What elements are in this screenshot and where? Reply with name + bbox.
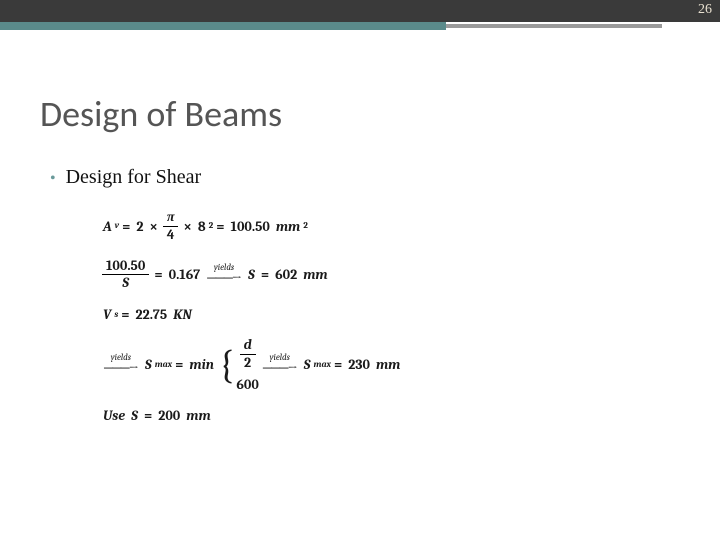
- gray-accent: [446, 24, 662, 28]
- eq4-equals: =: [175, 356, 183, 373]
- eq4-arrow1: yields ───→: [104, 354, 138, 375]
- eq2-den: S: [118, 275, 133, 292]
- slide-content: Design of Beams • Design for Shear Av = …: [0, 32, 720, 424]
- eq3-V: V: [103, 306, 111, 323]
- eq5-unit: mm: [186, 407, 210, 424]
- eq4-options: d 2 600: [236, 337, 258, 393]
- eq1-times1: ×: [149, 218, 157, 235]
- header-bar: 26: [0, 0, 720, 22]
- eq1-unit: mm: [276, 218, 300, 235]
- arrow-icon: ───→: [104, 362, 138, 375]
- bullet-marker: •: [50, 170, 56, 188]
- eq4-d-over-2: d 2: [240, 337, 256, 372]
- equation-smax: yields ───→ Smax = min { d 2 600 yields …: [100, 337, 680, 393]
- eq4-equals2: =: [334, 356, 342, 373]
- eq1-equals: =: [122, 218, 130, 235]
- equation-use-s: Use S = 200 mm: [100, 407, 680, 424]
- eq4-unit: mm: [376, 356, 400, 373]
- eq2-val: 0.167: [169, 266, 201, 283]
- eq2-equals2: =: [261, 266, 269, 283]
- eq4-opt1-den: 2: [240, 355, 255, 372]
- eq2-num: 100.50: [102, 258, 149, 276]
- equation-spacing: 100.50 S = 0.167 yields ───→ S = 602 mm: [100, 258, 680, 293]
- eq5-equals: =: [144, 407, 152, 424]
- equation-vs: Vs = 22.75 KN: [100, 306, 680, 323]
- eq2-result: 602: [275, 266, 297, 283]
- arrow-icon: ───→: [207, 272, 241, 285]
- eq1-pi: π: [163, 209, 179, 227]
- eq1-sub: v: [115, 221, 119, 231]
- eq4-opt2: 600: [236, 376, 258, 393]
- eq1-two: 2: [136, 218, 143, 235]
- equation-av: Av = 2 × π 4 × 82 = 100.50 mm2: [100, 209, 680, 244]
- eq2-S: S: [248, 266, 255, 283]
- eq4-sub: max: [155, 360, 172, 370]
- eq3-sub: s: [114, 310, 118, 320]
- eq1-times2: ×: [184, 218, 192, 235]
- eq3-unit: KN: [173, 306, 192, 323]
- eq2-unit: mm: [303, 266, 327, 283]
- eq4-S: S: [145, 356, 152, 373]
- eq2-yields-arrow: yields ───→: [207, 264, 241, 285]
- eq4-S2: S: [304, 356, 311, 373]
- eq4-arrow2: yields ───→: [263, 354, 297, 375]
- eq2-equals: =: [154, 266, 162, 283]
- slide-title: Design of Beams: [40, 92, 680, 136]
- eq4-opt1-num: d: [240, 337, 256, 355]
- eq1-result: 100.50: [231, 218, 270, 235]
- eq5-S: S: [131, 407, 138, 424]
- eq3-val: 22.75: [136, 306, 168, 323]
- eq4-min: min: [189, 356, 213, 373]
- eq1-var: A: [103, 218, 112, 235]
- eq4-sub2: max: [314, 360, 331, 370]
- eq2-frac: 100.50 S: [102, 258, 149, 293]
- equations-block: Av = 2 × π 4 × 82 = 100.50 mm2 100.50 S …: [40, 209, 680, 424]
- eq1-unitexp: 2: [303, 221, 308, 231]
- bullet-item: • Design for Shear: [40, 166, 680, 189]
- eq1-exp: 2: [209, 221, 214, 231]
- accent-row: [0, 22, 720, 32]
- left-brace-icon: {: [219, 345, 234, 385]
- eq1-pi-over-4: π 4: [163, 209, 179, 244]
- arrow-icon: ───→: [263, 362, 297, 375]
- eq1-eight: 8: [198, 218, 206, 235]
- eq1-four: 4: [163, 227, 179, 244]
- eq3-equals: =: [121, 306, 129, 323]
- page-number: 26: [698, 2, 712, 18]
- eq5-val: 200: [158, 407, 180, 424]
- eq4-brace: { d 2 600: [217, 337, 259, 393]
- eq4-result: 230: [348, 356, 370, 373]
- bullet-text: Design for Shear: [66, 166, 202, 189]
- eq5-use: Use: [103, 407, 125, 424]
- eq1-equals2: =: [216, 218, 224, 235]
- teal-accent: [0, 22, 446, 30]
